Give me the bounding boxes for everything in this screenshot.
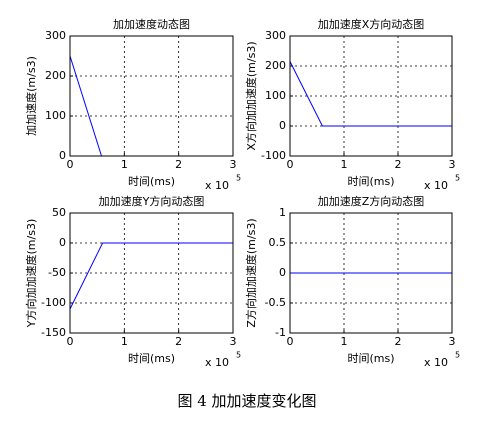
x-tick-label: 2: [395, 335, 402, 348]
y-tick-label: 50: [52, 206, 66, 219]
y-tick-label: 200: [45, 69, 66, 82]
y-axis-label: Y方向加加速度(m/s3): [24, 219, 38, 328]
y-axis-label: Z方向加加速度(m/s3): [244, 218, 258, 327]
y-tick-label: -1: [275, 326, 286, 339]
y-tick-label: 300: [265, 29, 286, 42]
x-tick-label: 3: [449, 335, 456, 348]
x-multiplier-exponent: 5: [236, 351, 241, 360]
axes-box: [69, 35, 234, 157]
data-line: [69, 242, 233, 310]
x-multiplier-exponent: 5: [236, 174, 241, 183]
x-multiplier: x 10: [424, 356, 448, 369]
chart-title: 加加速度动态图: [113, 17, 190, 31]
y-tick-label: 200: [265, 59, 286, 72]
y-tick-label: 100: [45, 109, 66, 122]
y-tick-label: -0.5: [265, 296, 286, 309]
chart-title: 加加速度Y方向动态图: [99, 194, 205, 208]
chart-title: 加加速度Z方向动态图: [318, 194, 425, 208]
x-tick-label: 0: [67, 158, 74, 171]
axes-box: [289, 35, 453, 157]
x-tick-label: 1: [341, 335, 348, 348]
x-multiplier: x 10: [205, 179, 229, 192]
x-tick-label: 2: [175, 158, 182, 171]
y-tick-label: 0: [279, 266, 286, 279]
y-tick-label: 0: [279, 119, 286, 132]
axes-box: [69, 212, 234, 334]
data-line: [289, 61, 452, 127]
y-tick-label: 1: [279, 206, 286, 219]
y-tick-label: 0: [59, 149, 66, 162]
x-multiplier: x 10: [424, 179, 448, 192]
y-tick-label: 100: [265, 89, 286, 102]
x-tick-label: 1: [341, 158, 348, 171]
x-tick-label: 3: [230, 335, 237, 348]
x-tick-label: 3: [449, 158, 456, 171]
chart-title: 加加速度X方向动态图: [318, 17, 425, 31]
y-axis-label: X方向加加速度(m/s3): [244, 41, 258, 150]
x-axis-label: 时间(ms): [347, 352, 394, 365]
x-tick-label: 0: [287, 158, 294, 171]
x-axis-label: 时间(ms): [128, 352, 175, 365]
y-tick-label: 0.5: [269, 236, 287, 249]
x-tick-label: 0: [67, 335, 74, 348]
y-tick-label: -100: [41, 296, 66, 309]
x-tick-label: 3: [230, 158, 237, 171]
y-tick-label: -150: [41, 326, 66, 339]
caption: 图 4 加加速度变化图: [177, 392, 316, 410]
plot-area: [70, 36, 233, 156]
x-tick-label: 2: [175, 335, 182, 348]
y-tick-label: -100: [261, 149, 286, 162]
x-multiplier: x 10: [205, 356, 229, 369]
y-axis-label: 加加速度(m/s3): [24, 56, 38, 136]
y-tick-label: 300: [45, 29, 66, 42]
x-tick-label: 1: [121, 335, 128, 348]
x-axis-label: 时间(ms): [347, 175, 394, 188]
x-multiplier-exponent: 5: [455, 174, 460, 183]
x-tick-label: 1: [121, 158, 128, 171]
x-axis-label: 时间(ms): [128, 175, 175, 188]
x-tick-label: 2: [395, 158, 402, 171]
y-tick-label: 0: [59, 236, 66, 249]
x-tick-label: 0: [287, 335, 294, 348]
y-tick-label: -50: [48, 266, 66, 279]
x-multiplier-exponent: 5: [455, 351, 460, 360]
axes-box: [289, 212, 453, 334]
